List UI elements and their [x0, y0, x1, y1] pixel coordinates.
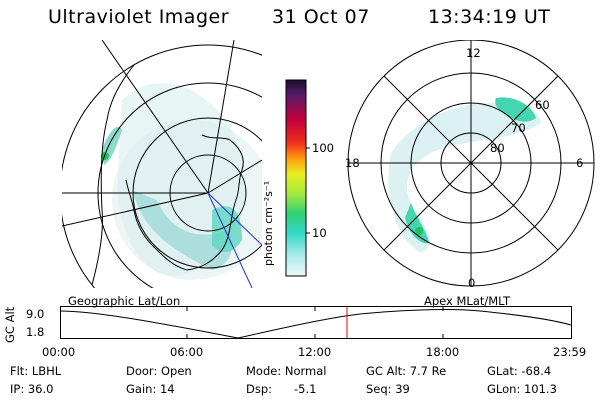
- ip-value: IP: 36.0: [10, 382, 54, 396]
- emission-spot-noon: [495, 97, 536, 122]
- emission-spot: [101, 152, 109, 160]
- timeline-y-title: GC Alt: [3, 306, 17, 343]
- mlt-label-12: 12: [466, 46, 481, 60]
- lat-label-80: 80: [490, 141, 505, 155]
- mlt-label-18: 18: [345, 156, 360, 170]
- mode-value: Mode: Normal: [246, 364, 327, 378]
- apex-label: Apex MLat/MLT: [424, 294, 511, 308]
- altitude-timeline: [60, 306, 572, 339]
- lat-label-60: 60: [535, 98, 550, 112]
- magnetic-meridian: [207, 192, 262, 246]
- colorbar: photon cm⁻²s⁻¹: [262, 79, 310, 277]
- lat-label-70: 70: [511, 121, 526, 135]
- time-tick-1200: 12:00: [298, 345, 332, 359]
- meridian-line: [207, 40, 235, 194]
- mlt-label-0: 0: [468, 276, 476, 290]
- meridian-line: [62, 192, 209, 227]
- emission-oval: [388, 102, 541, 253]
- timeline-frame: [60, 306, 572, 339]
- meridian-line: [101, 40, 209, 194]
- gain-value: Gain: 14: [126, 382, 175, 396]
- geographic-image-panel: [62, 40, 262, 288]
- meridian-line: [207, 159, 262, 194]
- glon-value: GLon: 101.3: [487, 382, 557, 396]
- time-tick-2359: 23:59: [553, 345, 587, 359]
- magnetic-meridian: [207, 192, 253, 288]
- gc-alt-value: GC Alt: 7.7 Re: [366, 364, 447, 378]
- polar-plot: [347, 40, 595, 287]
- door-value: Door: Open: [126, 364, 192, 378]
- filter-value: Flt: LBHL: [10, 364, 62, 378]
- colorbar-tick-100: 100: [312, 141, 334, 155]
- mlt-label-6: 6: [576, 156, 584, 170]
- dsp-value: -5.1: [294, 382, 317, 396]
- app-title: Ultraviolet Imager: [48, 6, 230, 28]
- header-date: 31 Oct 07: [272, 6, 370, 28]
- header-time: 13:34:19 UT: [428, 6, 551, 28]
- timeline-y-bottom: 1.8: [26, 325, 45, 339]
- mlt-spoke: [383, 75, 559, 251]
- colorbar-tick-10: 10: [312, 226, 327, 240]
- antarctica-outline: [125, 134, 244, 271]
- lat-circle-outermost: [62, 44, 262, 288]
- emission-band: [132, 190, 232, 270]
- time-tick-0000: 00:00: [42, 345, 76, 359]
- dsp-label: Dsp:: [246, 382, 273, 396]
- timeline-y-top: 9.0: [26, 307, 45, 321]
- altitude-curve: [60, 309, 572, 339]
- colorbar-unit-label: photon cm⁻²s⁻¹: [262, 181, 275, 266]
- colorbar-gradient: [285, 79, 307, 277]
- time-tick-0600: 06:00: [170, 345, 204, 359]
- time-tick-1800: 18:00: [426, 345, 460, 359]
- seq-value: Seq: 39: [366, 382, 410, 396]
- geographic-label: Geographic Lat/Lon: [68, 294, 181, 308]
- emission-spot-dusk: [405, 203, 429, 244]
- glat-value: GLat: -68.4: [487, 364, 552, 378]
- emission-peak: [415, 227, 423, 235]
- coastline: [91, 64, 135, 286]
